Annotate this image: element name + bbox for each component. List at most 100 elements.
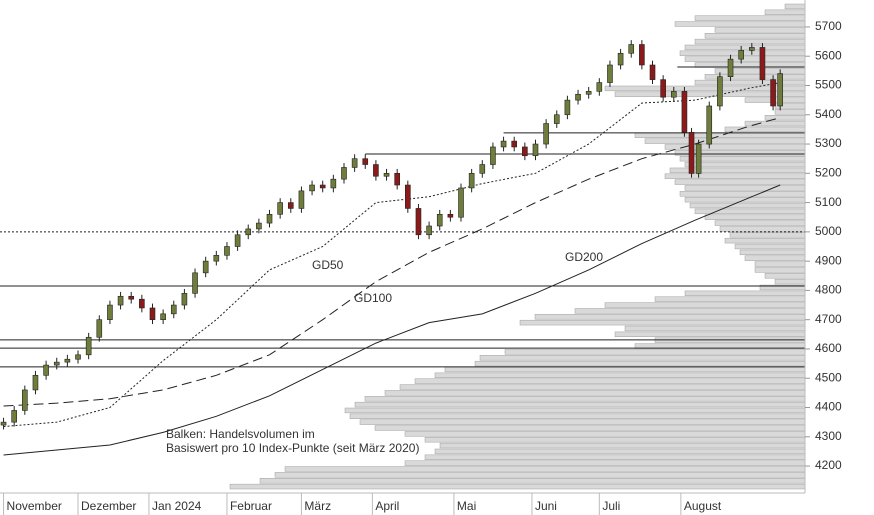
candle-body [107, 304, 113, 320]
profile-bar [424, 454, 806, 460]
candle-body [458, 187, 464, 218]
candle-body [607, 64, 613, 83]
profile-bar [644, 138, 806, 144]
profile-bar [754, 261, 806, 267]
candle-body [202, 260, 209, 274]
profile-bar [504, 349, 806, 355]
candle-body [383, 173, 390, 177]
candle-body [170, 304, 177, 315]
axes: 4200 4300 4400 4500 4600 4700 4800 4900 5000 5100… [0, 0, 842, 515]
candle-body [245, 228, 252, 236]
profile-bar [274, 472, 806, 478]
profile-bar [534, 314, 806, 320]
candle-body [649, 64, 656, 80]
candle-body [727, 58, 734, 78]
x-tick-label: Jan 2024 [152, 499, 202, 513]
profile-bar [364, 396, 806, 402]
candle-body [287, 202, 294, 209]
annotation: Basiswert pro 10 Index-Punkte (seit März… [166, 441, 419, 455]
candles [0, 40, 783, 430]
candle-body [362, 158, 369, 165]
profile-bar [399, 384, 806, 390]
profile-bar [684, 161, 806, 168]
profile-bar [434, 372, 806, 378]
candle-body [319, 184, 326, 189]
candle-body [706, 105, 713, 145]
candle-body [681, 91, 688, 133]
candle-body [181, 293, 188, 306]
profile-bar [424, 437, 806, 443]
profile-bar [754, 267, 806, 273]
profile-bar [634, 132, 806, 138]
moving-averages [3, 82, 781, 456]
candle-body [447, 213, 454, 218]
series-label: GD200 [565, 250, 603, 264]
candle-body [575, 93, 581, 101]
candle-body [224, 246, 230, 256]
candle-body [426, 225, 432, 236]
profile-bar [654, 296, 806, 302]
annotation: Balken: Handelsvolumen im [166, 427, 315, 441]
y-tick-label: 5300 [815, 136, 842, 150]
x-tick-label: März [304, 499, 331, 513]
y-tick-label: 4600 [815, 341, 842, 355]
profile-bar [744, 255, 806, 261]
candle-body [596, 82, 603, 92]
profile-bar [344, 407, 806, 414]
profile-bar [734, 243, 806, 250]
profile-bar [479, 355, 806, 361]
profile-bar [739, 249, 806, 256]
candle-body [405, 184, 411, 209]
profile-bar [374, 425, 806, 431]
candle-body [192, 272, 198, 294]
profile-bar [719, 226, 806, 232]
profile-bar [674, 179, 806, 185]
moving-average [3, 184, 781, 456]
profile-bar [694, 79, 806, 86]
candle-body [770, 79, 776, 107]
profile-bar [774, 109, 806, 115]
candle-body [330, 178, 337, 189]
candle-body [43, 364, 49, 376]
candle-body [660, 79, 666, 98]
candle-body [298, 190, 305, 209]
profile-bar [704, 214, 806, 220]
candle-body [0, 421, 7, 426]
candle-body [213, 254, 220, 262]
candle-body [759, 47, 766, 80]
profile-bar [404, 460, 806, 466]
y-tick-label: 4800 [815, 283, 842, 297]
x-tick-label: Juni [535, 499, 557, 513]
y-tick-label: 4500 [815, 370, 842, 384]
y-tick-label: 5000 [815, 224, 842, 238]
candle-body [479, 164, 486, 174]
candle-body [670, 91, 677, 98]
y-tick-label: 4400 [815, 400, 842, 414]
candle-body [75, 354, 81, 360]
candle-body [309, 184, 315, 192]
profile-bar [784, 3, 806, 10]
candle-body [85, 336, 92, 356]
candle-body [341, 167, 347, 180]
candle-body [522, 146, 528, 157]
candle-body [64, 358, 71, 363]
profile-bar [684, 44, 806, 51]
candle-body [777, 73, 783, 107]
profile-bar [444, 366, 806, 373]
candle-body [553, 114, 560, 124]
series-label: GD50 [312, 258, 344, 272]
profile-bar [694, 38, 806, 45]
profile-bar [679, 191, 806, 197]
profile-bar [714, 27, 806, 33]
x-tick-label: Februar [230, 499, 272, 513]
profile-bar [404, 431, 806, 437]
candle-body [277, 202, 283, 215]
candle-body [351, 158, 358, 168]
profile-bar [714, 220, 806, 226]
candle-body [256, 222, 262, 230]
candle-body [749, 47, 755, 51]
y-tick-label: 5400 [815, 107, 842, 121]
y-tick-label: 5100 [815, 195, 842, 209]
candle-body [11, 410, 17, 423]
candle-body [468, 173, 475, 189]
